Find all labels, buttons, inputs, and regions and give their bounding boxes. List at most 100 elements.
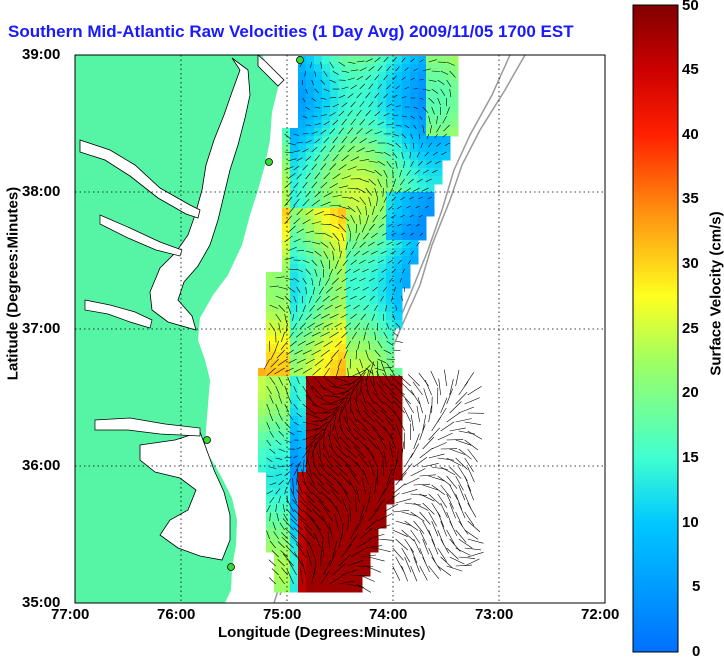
- velocity-cell: [442, 152, 451, 161]
- velocity-arrow: [411, 469, 426, 477]
- velocity-cell: [322, 192, 331, 201]
- velocity-cell: [322, 88, 331, 97]
- velocity-cell: [274, 480, 283, 489]
- velocity-cell: [314, 160, 323, 169]
- velocity-cell: [330, 160, 339, 169]
- velocity-arrow: [441, 557, 453, 568]
- velocity-cell: [434, 112, 443, 121]
- velocity-cell: [354, 120, 363, 129]
- velocity-cell: [290, 176, 299, 185]
- velocity-cell: [338, 264, 347, 273]
- velocity-cell: [258, 448, 267, 457]
- velocity-cell: [378, 232, 387, 241]
- velocity-cell: [274, 488, 283, 497]
- velocity-arrow: [423, 557, 430, 572]
- velocity-cell: [314, 104, 323, 113]
- velocity-cell: [274, 536, 283, 545]
- velocity-cell: [418, 64, 427, 73]
- velocity-cell: [314, 248, 323, 257]
- velocity-cell: [346, 320, 355, 329]
- velocity-cell: [330, 320, 339, 329]
- velocity-arrow: [459, 521, 468, 535]
- velocity-cell: [330, 560, 339, 569]
- velocity-cell: [330, 56, 339, 65]
- velocity-cell: [378, 64, 387, 73]
- velocity-cell: [330, 472, 339, 481]
- velocity-arrow: [447, 566, 463, 571]
- colorbar-label: Surface Velocity (cm/s): [708, 174, 724, 414]
- velocity-arrow: [447, 494, 454, 509]
- velocity-cell: [322, 72, 331, 81]
- velocity-cell: [274, 472, 283, 481]
- velocity-cell: [306, 136, 315, 145]
- velocity-cell: [370, 80, 379, 89]
- velocity-cell: [290, 304, 299, 313]
- velocity-cell: [410, 88, 419, 97]
- velocity-arrow: [420, 566, 428, 581]
- velocity-cell: [330, 176, 339, 185]
- velocity-cell: [306, 184, 315, 193]
- velocity-cell: [322, 432, 331, 441]
- velocity-arrow: [408, 374, 420, 386]
- velocity-arrow: [468, 467, 475, 482]
- velocity-cell: [378, 184, 387, 193]
- velocity-cell: [306, 512, 315, 521]
- velocity-cell: [362, 472, 371, 481]
- y-tick-label: 39:00: [22, 46, 60, 63]
- velocity-cell: [370, 152, 379, 161]
- velocity-cell: [426, 88, 435, 97]
- velocity-cell: [306, 304, 315, 313]
- velocity-arrow: [468, 431, 482, 439]
- velocity-arrow: [411, 390, 420, 404]
- velocity-cell: [306, 256, 315, 265]
- velocity-arrow: [411, 530, 420, 544]
- velocity-cell: [394, 472, 403, 481]
- velocity-cell: [322, 256, 331, 265]
- velocity-arrow: [405, 453, 413, 467]
- velocity-arrow: [423, 415, 426, 431]
- velocity-cell: [282, 544, 291, 553]
- velocity-cell: [354, 576, 363, 585]
- velocity-cell: [322, 64, 331, 73]
- velocity-cell: [330, 144, 339, 153]
- velocity-arrow: [441, 422, 455, 431]
- velocity-cell: [378, 256, 387, 265]
- velocity-cell: [410, 120, 419, 129]
- velocity-arrow: [447, 548, 459, 559]
- velocity-cell: [322, 312, 331, 321]
- velocity-arrow: [405, 399, 413, 413]
- velocity-cell: [290, 584, 299, 593]
- velocity-arrow: [423, 437, 434, 449]
- velocity-cell: [338, 152, 347, 161]
- colorbar-tick: 0: [692, 643, 700, 660]
- velocity-cell: [370, 128, 379, 137]
- velocity-cell: [274, 440, 283, 449]
- velocity-cell: [290, 264, 299, 273]
- y-tick-label: 38:00: [22, 183, 60, 200]
- velocity-cell: [330, 568, 339, 577]
- velocity-cell: [378, 296, 387, 305]
- velocity-cell: [426, 192, 435, 201]
- velocity-cell: [354, 224, 363, 233]
- velocity-cell: [298, 448, 307, 457]
- velocity-cell: [314, 504, 323, 513]
- velocity-cell: [322, 232, 331, 241]
- velocity-cell: [378, 216, 387, 225]
- velocity-cell: [290, 560, 299, 569]
- velocity-cell: [298, 168, 307, 177]
- velocity-cell: [434, 176, 443, 185]
- velocity-cell: [362, 464, 371, 473]
- velocity-arrow: [438, 494, 447, 508]
- velocity-cell: [282, 152, 291, 161]
- velocity-cell: [362, 544, 371, 553]
- velocity-cell: [330, 64, 339, 73]
- velocity-cell: [282, 384, 291, 393]
- velocity-cell: [314, 360, 323, 369]
- velocity-cell: [282, 232, 291, 241]
- velocity-cell: [314, 152, 323, 161]
- velocity-arrow: [414, 557, 420, 572]
- y-axis-label: Latitude (Degrees:Minutes): [5, 159, 22, 409]
- velocity-cell: [362, 384, 371, 393]
- velocity-cell: [298, 512, 307, 521]
- velocity-cell: [314, 472, 323, 481]
